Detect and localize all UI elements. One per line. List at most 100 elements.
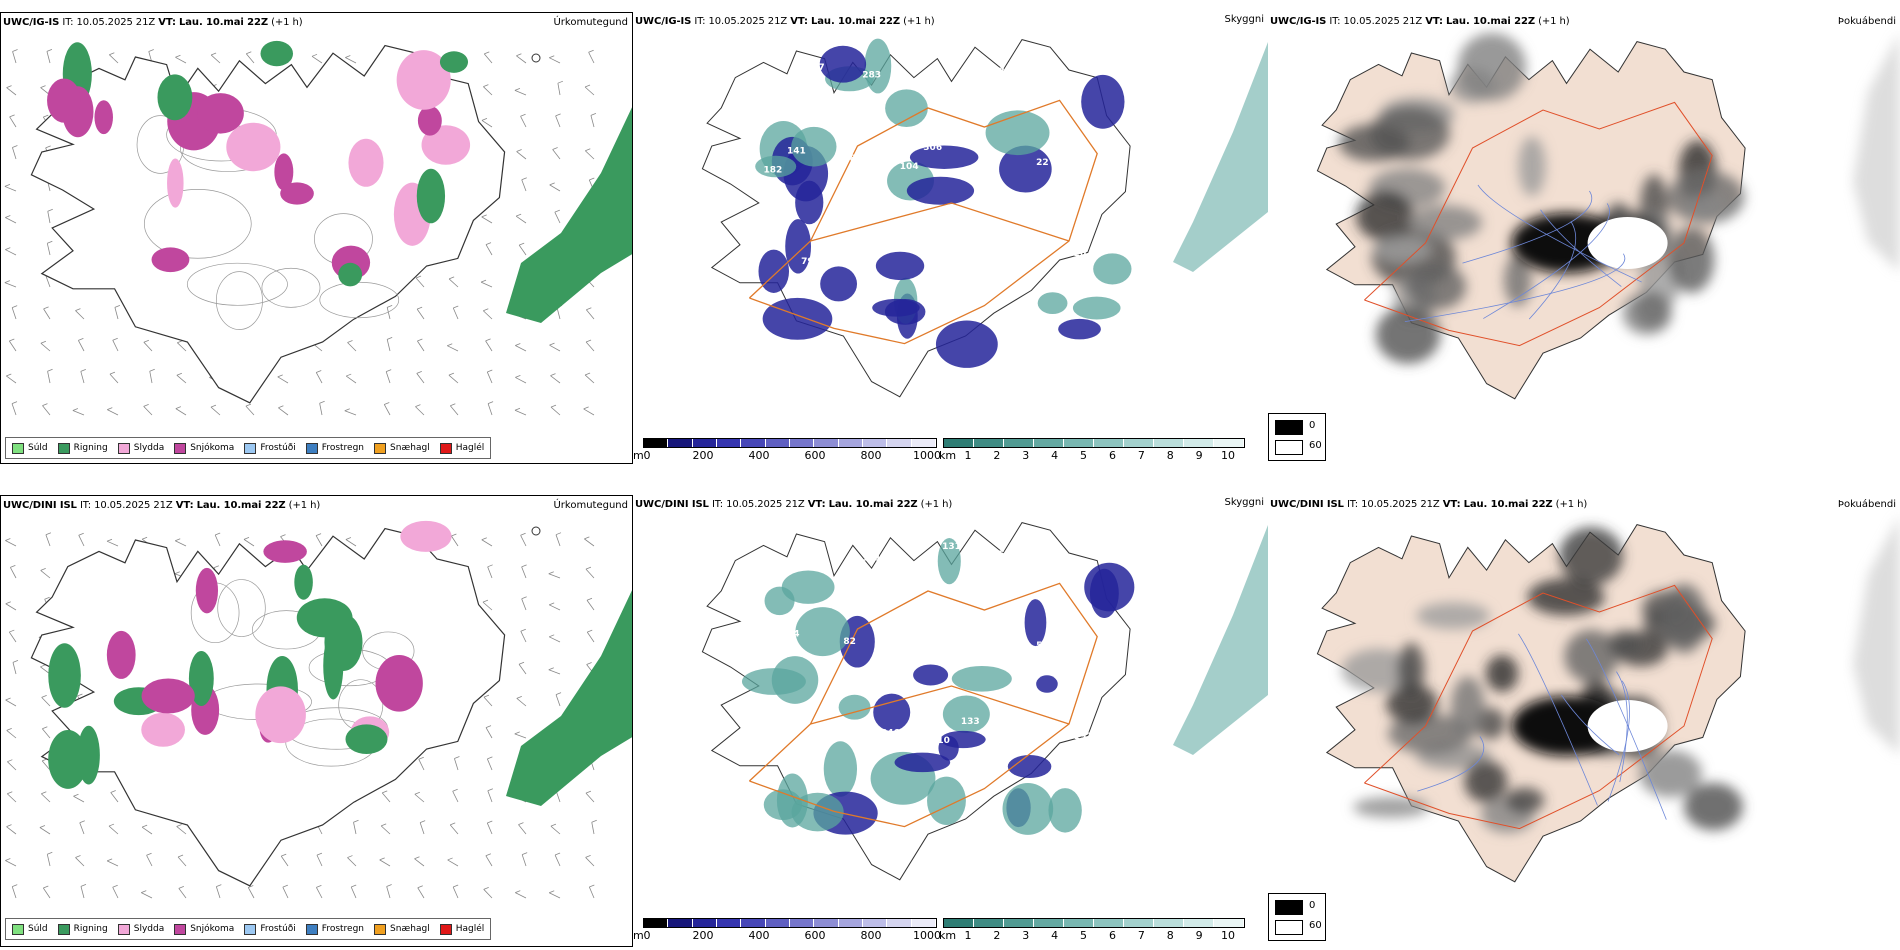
cloud-base-value: 182 — [764, 166, 783, 176]
legend-label: Súld — [28, 924, 48, 934]
colorbar-tick: 600 — [804, 449, 826, 462]
offshore-fog — [1853, 32, 1900, 272]
colorbar-cell — [814, 919, 839, 927]
legend-swatch — [12, 442, 24, 454]
cloud-base-value: 14 — [768, 713, 781, 723]
legend-swatch — [439, 442, 452, 454]
legend-item: Frostúði — [244, 442, 296, 454]
colorbar-tick: 1000 — [913, 929, 941, 942]
fog-colorbar: 0 60 — [1268, 893, 1326, 941]
legend-label: Frostregn — [321, 443, 365, 453]
panel-label: Skyggni — [1224, 497, 1264, 508]
cloud-base-value: 109 — [980, 633, 999, 643]
rain-band — [506, 107, 632, 323]
colorbar-cell — [1154, 919, 1184, 927]
cloud-base-value: 452 — [937, 253, 956, 263]
colorbar-cell — [814, 439, 839, 447]
panel-title: UWC/DINI ISL IT: 10.05.2025 21Z VT: Lau.… — [635, 499, 953, 510]
cloud-base-value: 80 — [1055, 74, 1068, 84]
cloud-base-value: 96 — [919, 78, 932, 88]
colorbar-cell — [1184, 439, 1214, 447]
colorbar-cell — [765, 439, 790, 447]
cloud-base-colorbar: m 0 200 400 600 800 1000 — [633, 917, 941, 943]
road-network — [1364, 584, 1713, 830]
legend-item: Rigning — [57, 923, 108, 935]
panel-title: UWC/IG-IS IT: 10.05.2025 21Z VT: Lau. 10… — [635, 16, 935, 27]
colorbar-cell — [1094, 919, 1124, 927]
cloud-base-value: 60 — [749, 538, 762, 548]
colorbar-tick: 6 — [1108, 449, 1116, 462]
colorbar-cell — [1214, 919, 1244, 927]
offshore-low-visibility — [1173, 525, 1268, 755]
colorbar-cell — [974, 919, 1004, 927]
colorbar-tick: 200 — [692, 929, 714, 942]
cloud-visibility-map: 60 146 14 131 84 133 143 109 154 53 82 87 161 57 346 79… — [701, 522, 1268, 881]
precip-type-map — [5, 520, 632, 899]
fog-colorbar-swatch — [1275, 920, 1303, 935]
colorbar-cell — [789, 919, 815, 927]
colorbar-tick: 800 — [860, 929, 882, 942]
colorbar-unit: m — [633, 449, 644, 462]
cloud-base-value: 346 — [881, 728, 900, 738]
colorbar-tick: 1000 — [913, 449, 941, 462]
cloud-base-value: 306 — [923, 143, 942, 153]
colorbar-cell — [1004, 439, 1034, 447]
legend-item: Snæhagl — [374, 442, 430, 454]
cloud-base-value: 133 — [961, 717, 980, 727]
cloud-base-value: 156 — [782, 82, 801, 92]
colorbar-cell — [944, 919, 974, 927]
fog-colorbar: 0 60 — [1268, 413, 1326, 461]
visibility-colorbar: km 1 2 3 4 5 6 7 8 9 10 — [939, 437, 1268, 463]
cloud-base-value: 75 — [881, 245, 894, 255]
legend-swatch — [57, 923, 70, 935]
colorbar-cell — [887, 439, 912, 447]
legend-label: Haglél — [455, 924, 485, 934]
cloud-base-value: 79 — [801, 257, 814, 267]
cloud-base-value: 105 — [956, 169, 975, 179]
colorbar-tick: 0 — [643, 929, 651, 942]
offshore-low-visibility — [1173, 42, 1268, 272]
cloud-areas — [741, 538, 1135, 835]
fog-colorbar-swatch — [1275, 900, 1303, 915]
cloud-base-value: 455 — [961, 234, 980, 244]
iceland-coastline — [30, 44, 506, 404]
colorbar-cell — [911, 439, 936, 447]
cloud-base-value: 22 — [1036, 158, 1049, 168]
cloud-base-value: 20 — [1074, 249, 1087, 259]
colorbar-cell — [1034, 439, 1064, 447]
colorbar-cell — [741, 439, 766, 447]
precip-type-legend: Súld Rigning Slydda Snjókoma Frostúði Frostre… — [5, 437, 492, 459]
panel-label: Þokuábendi — [1837, 499, 1896, 510]
colorbar-cell — [1064, 919, 1094, 927]
dense-fog-core — [1511, 696, 1622, 756]
legend-item: Snjókoma — [174, 442, 234, 454]
cloud-base-value: 10 — [937, 736, 950, 746]
colorbar-tick: 9 — [1195, 929, 1203, 942]
colorbar-tick: 4 — [1051, 929, 1059, 942]
cloud-base-value: 99 — [919, 561, 932, 571]
visibility-colorbar: km 1 2 3 4 5 6 7 8 9 10 — [939, 917, 1268, 943]
fog-indicator-panel-row1: UWC/IG-IS IT: 10.05.2025 21Z VT: Lau. 10… — [1268, 12, 1900, 464]
legend-label: Frostúði — [260, 924, 296, 934]
legend-label: Snæhagl — [390, 924, 430, 934]
colorbar-tick: 5 — [1080, 449, 1088, 462]
colorbar-tick: 2 — [993, 449, 1001, 462]
cloud-base-value: 143 — [806, 546, 825, 556]
cloud-base-colorbar: m 0 200 400 600 800 1000 — [633, 437, 941, 463]
colorbar-cells — [643, 438, 937, 448]
legend-label: Haglél — [455, 443, 485, 453]
offshore-fog — [1853, 515, 1900, 755]
cloud-base-value: 569 — [825, 238, 844, 248]
rivers — [1404, 184, 1642, 322]
colorbar-cell — [668, 439, 693, 447]
cloud-base-value: 79 — [1055, 557, 1068, 567]
legend-swatch — [305, 442, 318, 454]
legend-item: Snjókoma — [174, 923, 234, 935]
precip-type-panel-row2: UWC/DINI ISL IT: 10.05.2025 21Z VT: Lau.… — [0, 495, 633, 947]
panel-title: UWC/DINI ISL IT: 10.05.2025 21Z VT: Lau.… — [3, 500, 321, 511]
fog-indicator-panel-row2: UWC/DINI ISL IT: 10.05.2025 21Z VT: Lau.… — [1268, 495, 1900, 947]
colorbar-cell — [1004, 919, 1034, 927]
cloud-base-value: 97 — [942, 59, 955, 69]
fog-colorbar-label: 0 — [1309, 900, 1316, 911]
legend-item: Súld — [12, 442, 48, 454]
